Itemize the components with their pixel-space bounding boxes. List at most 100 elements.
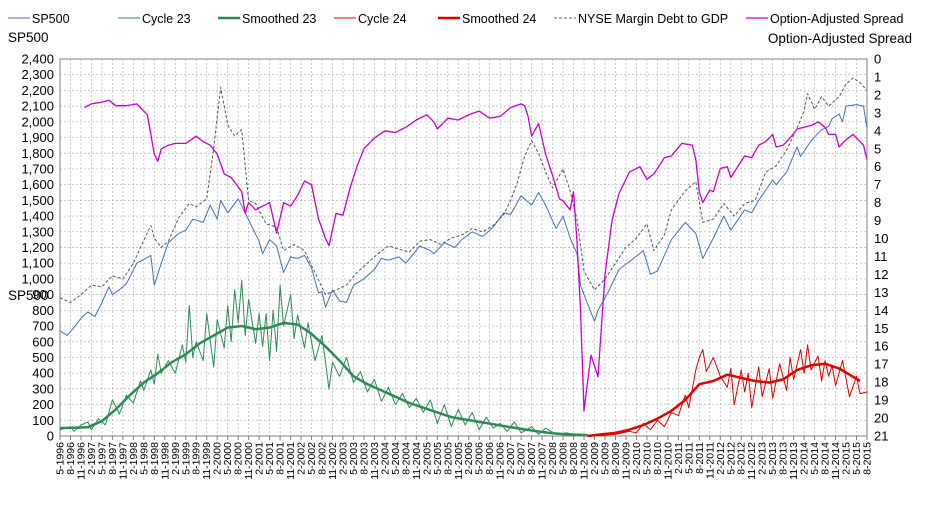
y-tick-label-left: 1,600 — [21, 177, 54, 192]
y-tick-label-left: 1,500 — [21, 193, 54, 208]
x-tick-label: 5-1997 — [96, 442, 108, 475]
x-tick-label: 5-1998 — [138, 442, 150, 475]
legend-label-cycle-23: Cycle 23 — [142, 12, 191, 26]
x-tick-label: 8-2008 — [568, 442, 580, 475]
series-line-smoothed-23 — [59, 321, 588, 437]
x-tick-label: 5-2008 — [558, 442, 570, 475]
y-axis-title-left: SP500 — [8, 30, 49, 45]
x-tick-label: 2-2008 — [547, 442, 559, 475]
x-tick-label: 2-1998 — [128, 442, 140, 475]
x-tick-label: 5-2012 — [725, 442, 737, 475]
y-tick-label-right: 9 — [874, 213, 881, 228]
y-tick-label-right: 15 — [874, 321, 888, 336]
x-tick-label: 11-2012 — [746, 442, 758, 480]
legend-label-smoothed-24: Smoothed 24 — [462, 12, 536, 26]
y-tick-label-left: 2,100 — [21, 99, 54, 114]
y-tick-label-left: 0 — [47, 429, 54, 444]
x-tick-label: 8-2014 — [820, 442, 832, 475]
series-line-sp500 — [59, 104, 868, 336]
y-axis-title-right: Option-Adjusted Spread — [768, 31, 912, 46]
y-tick-label-right: 2 — [874, 87, 881, 102]
x-tick-label: 5-2000 — [222, 442, 234, 475]
x-tick-label: 5-2005 — [432, 442, 444, 475]
y-axis-left: 01002003004005006007008009001,0001,1001,… — [21, 52, 54, 444]
x-tick-label: 2-2012 — [715, 442, 727, 475]
x-tick-label: 8-1998 — [149, 442, 161, 475]
y-tick-label-right: 17 — [874, 357, 888, 372]
x-tick-label: 5-1999 — [180, 442, 192, 475]
x-tick-label: 8-2015 — [862, 442, 874, 475]
x-tick-label: 11-2010 — [662, 442, 674, 480]
x-tick-label: 2-2007 — [505, 442, 517, 475]
legend-label-nyse-margin-debt-to-gdp: NYSE Margin Debt to GDP — [578, 12, 728, 26]
series-line-nyse-margin-debt-to-gdp — [59, 77, 868, 303]
x-tick-label: 2-2011 — [673, 442, 685, 474]
legend-label-cycle-24: Cycle 24 — [358, 12, 407, 26]
y-tick-label-left: 1,100 — [21, 256, 54, 271]
y-tick-label-right: 12 — [874, 267, 888, 282]
x-tick-label: 8-2005 — [442, 442, 454, 475]
x-tick-label: 5-2010 — [641, 442, 653, 475]
x-tick-label: 8-2002 — [317, 442, 329, 475]
plot-area — [59, 58, 868, 437]
y-tick-label-left: 800 — [32, 303, 54, 318]
series-group — [59, 77, 868, 438]
x-tick-label: 5-2004 — [390, 442, 402, 475]
y-tick-label-right: 0 — [874, 52, 881, 67]
x-tick-label: 8-1996 — [65, 442, 77, 475]
x-tick-label: 2-2004 — [379, 442, 391, 475]
x-tick-label: 8-2004 — [400, 442, 412, 475]
x-tick-label: 8-2012 — [736, 442, 748, 475]
x-tick-label: 8-1999 — [191, 442, 203, 475]
y-tick-label-right: 5 — [874, 141, 881, 156]
x-tick-label: 2-2001 — [254, 442, 266, 475]
x-tick-label: 5-2001 — [264, 442, 276, 475]
x-tick-label: 11-2005 — [453, 442, 465, 480]
y-tick-label-right: 4 — [874, 123, 881, 138]
x-tick-label: 5-2002 — [306, 442, 318, 475]
x-tick-label: 11-2004 — [411, 442, 423, 480]
x-tick-label: 5-2013 — [767, 442, 779, 475]
y-tick-label-left: 1,300 — [21, 224, 54, 239]
x-tick-label: 8-2007 — [526, 442, 538, 475]
y-tick-label-left: 2,400 — [21, 52, 54, 67]
x-tick-label: 8-2003 — [358, 442, 370, 475]
x-tick-label: 2-2013 — [757, 442, 769, 475]
y-tick-label-right: 7 — [874, 177, 881, 192]
legend-label-sp500: SP500 — [32, 12, 70, 26]
x-tick-label: 11-1998 — [159, 442, 171, 480]
y-tick-label-left: 2,200 — [21, 83, 54, 98]
x-tick-label: 5-2014 — [809, 442, 821, 475]
x-tick-label: 2-1997 — [86, 442, 98, 475]
y-tick-label-left: 1,400 — [21, 209, 54, 224]
x-tick-label: 11-1996 — [75, 442, 87, 480]
x-tick-label: 11-2008 — [579, 442, 591, 480]
x-tick-label: 5-2015 — [851, 442, 863, 475]
y-tick-label-left: 2,000 — [21, 114, 54, 129]
x-tick-label: 8-1997 — [107, 442, 119, 475]
x-tick-label: 8-2000 — [233, 442, 245, 475]
x-tick-label: 5-1996 — [55, 442, 67, 475]
series-line-option-adjusted-spread — [84, 99, 868, 412]
x-tick-label: 8-2010 — [652, 442, 664, 475]
series-line-cycle-24 — [587, 344, 868, 437]
y-tick-label-right: 21 — [874, 429, 888, 444]
y-tick-label-left: 900 — [32, 287, 54, 302]
legend-label-option-adjusted-spread: Option-Adjusted Spread — [770, 12, 903, 26]
y-tick-label-left: 600 — [32, 334, 54, 349]
x-tick-label: 11-2009 — [620, 442, 632, 480]
y-tick-label-left: 2,300 — [21, 67, 54, 82]
x-tick-label: 8-2009 — [610, 442, 622, 475]
y-tick-label-right: 1 — [874, 69, 881, 84]
x-tick-label: 11-1999 — [201, 442, 213, 480]
x-tick-label: 2-2015 — [841, 442, 853, 475]
legend: SP500 Cycle 23 Smoothed 23 Cycle 24 Smoothed… — [8, 12, 903, 26]
y-tick-label-right: 19 — [874, 393, 888, 408]
y-axis-title-left-lower: SP500 — [8, 288, 49, 303]
x-tick-label: 8-2011 — [694, 442, 706, 474]
x-tick-label: 11-2011 — [704, 442, 716, 479]
x-tick-label: 5-2007 — [516, 442, 528, 475]
y-tick-label-right: 13 — [874, 285, 888, 300]
x-tick-label: 2-1999 — [170, 442, 182, 475]
